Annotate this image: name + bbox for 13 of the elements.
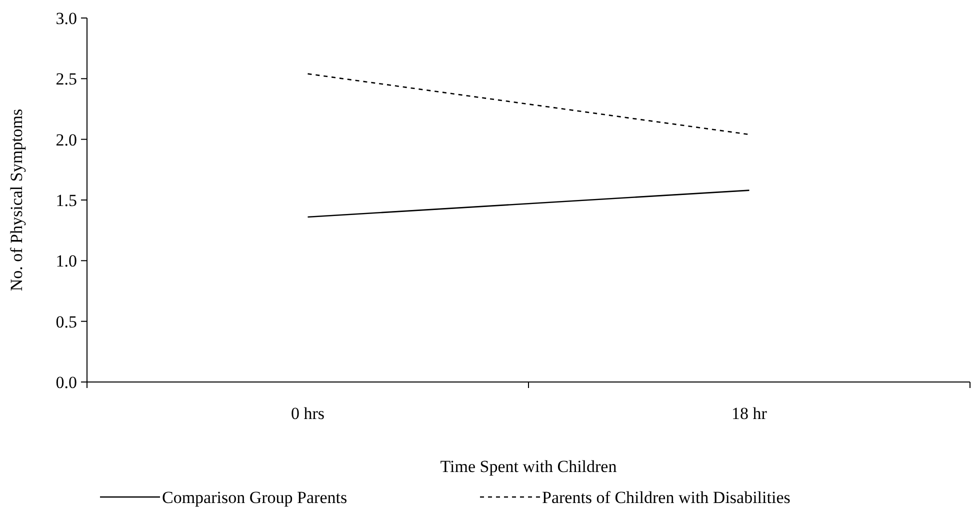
y-tick-label: 2.0 (56, 130, 77, 150)
y-tick-label: 2.5 (56, 70, 77, 89)
x-axis-title: Time Spent with Children (440, 457, 618, 476)
y-tick-label: 3.0 (56, 8, 77, 28)
legend-label: Comparison Group Parents (162, 488, 348, 507)
y-tick-label: 1.0 (56, 252, 77, 271)
y-tick-label: 0.5 (56, 312, 77, 332)
y-tick-label: 1.5 (56, 190, 77, 210)
y-tick-label: 0.0 (56, 372, 77, 392)
y-axis-title: No. of Physical Symptoms (7, 108, 26, 292)
x-tick-label: 18 hr (732, 404, 768, 423)
legend-label: Parents of Children with Disabilities (542, 488, 790, 507)
x-tick-label: 0 hrs (290, 404, 325, 423)
